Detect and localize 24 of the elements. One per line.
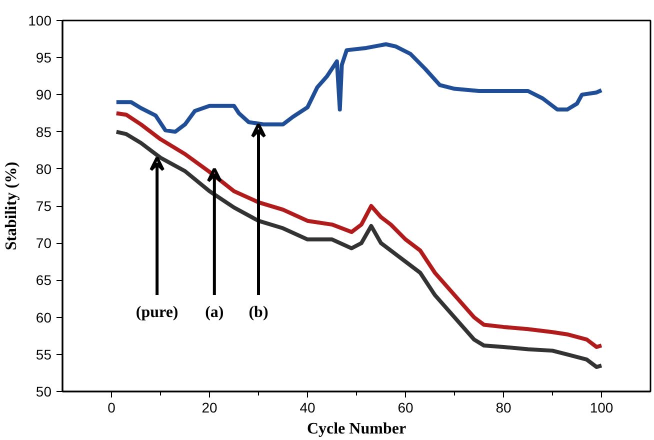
line-series [114,130,604,370]
y-tick-label: 70 [36,235,52,252]
y-tick-label: 65 [36,272,52,288]
x-tick-label: 80 [496,400,512,416]
x-tick-label: 20 [202,400,218,416]
y-tick-label: 55 [36,346,52,362]
y-tick-label: 50 [36,384,52,400]
line-series [114,111,604,349]
x-tick-label: 0 [108,400,116,416]
y-axis-title: Stability (%) [3,162,20,250]
x-axis-title: Cycle Number [306,420,406,438]
y-tick-label: 90 [36,86,52,103]
y-tick-label: 85 [36,124,52,140]
x-tick-label: 100 [590,400,614,416]
y-tick-label: 100 [28,12,52,28]
y-tick-label: 60 [36,309,52,326]
y-tick-label: 80 [36,160,52,177]
annotation: (b) [248,304,268,321]
annotation: (a) [205,304,224,321]
y-tick-label: 75 [36,198,52,214]
y-tick-label: 95 [36,50,52,66]
x-tick-label: 60 [398,400,414,416]
annotation: (pure) [136,304,178,321]
x-tick-label: 40 [300,400,316,416]
